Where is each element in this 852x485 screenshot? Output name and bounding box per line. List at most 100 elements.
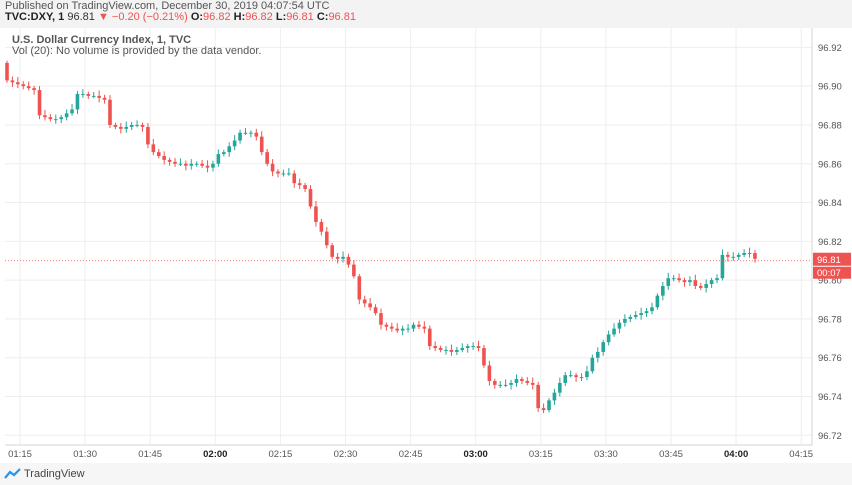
legend-title: U.S. Dollar Currency Index, 1, TVC	[12, 34, 192, 46]
y-tick-label: 96.74	[818, 392, 842, 403]
candle-body	[644, 311, 649, 314]
candle	[709, 277, 714, 288]
candle-body	[335, 256, 340, 259]
candle	[21, 81, 26, 90]
y-tick-label: 96.82	[818, 237, 842, 248]
candle	[259, 131, 264, 156]
candle-body	[503, 384, 508, 386]
candle-body	[736, 254, 741, 257]
candle	[97, 90, 101, 103]
candle-body	[720, 254, 725, 279]
candle-body	[48, 117, 53, 120]
candle-body	[319, 221, 324, 232]
candle-body	[346, 256, 351, 265]
chart-grid	[5, 28, 812, 445]
candle	[48, 114, 53, 122]
candle	[357, 273, 362, 305]
footer: TradingView	[0, 463, 852, 485]
candle-body	[558, 382, 562, 393]
candle	[704, 279, 708, 293]
candle-body	[530, 382, 535, 385]
quote-line: TVC:DXY, 1 96.81 ▼ −0.20 (−0.21%) O:96.8…	[5, 11, 356, 23]
candle	[677, 273, 681, 283]
close-label: C:	[316, 11, 329, 23]
candle-body	[184, 163, 188, 166]
candle	[129, 121, 134, 131]
candle-body	[704, 284, 708, 288]
symbol-label: TVC:DXY, 1	[5, 11, 65, 23]
candle	[698, 282, 703, 291]
close-value: 96.81	[328, 11, 356, 23]
top-bar: Published on TradingView.com, December 3…	[0, 0, 852, 28]
candle	[639, 307, 643, 320]
candle	[173, 157, 177, 167]
candle-body	[579, 377, 584, 379]
x-tick-label: 02:45	[399, 449, 423, 460]
candle	[59, 114, 63, 124]
chart-axes: 96.72 96.74 96.76 96.78 96.80 96.82 96.84 96.86…	[5, 28, 851, 460]
candle-body	[384, 324, 389, 327]
candle	[16, 76, 20, 89]
candle	[102, 94, 107, 104]
candle-body	[265, 152, 269, 164]
candle	[427, 325, 432, 350]
high-label: H:	[233, 11, 246, 23]
candle	[666, 272, 671, 290]
candle-body	[742, 252, 746, 255]
candle	[254, 128, 259, 141]
candle-body	[698, 285, 703, 288]
candle	[43, 109, 47, 121]
candle-body	[189, 163, 194, 166]
candle-body	[731, 256, 736, 258]
candle-body	[471, 346, 475, 348]
candle	[493, 378, 497, 389]
candle-body	[482, 348, 486, 366]
down-arrow-icon: ▼	[97, 11, 109, 23]
candle	[32, 85, 36, 95]
candle-body	[287, 173, 291, 175]
candle-body	[617, 322, 622, 329]
last-price-tag	[813, 252, 851, 266]
candle-body	[352, 264, 356, 277]
candle-body	[677, 278, 681, 281]
candle	[617, 319, 622, 334]
candle-body	[146, 126, 150, 145]
candle-body	[156, 152, 161, 157]
candle	[444, 346, 448, 355]
candle-body	[26, 86, 31, 89]
candle-body	[666, 278, 671, 286]
candle	[595, 347, 600, 363]
candle	[406, 323, 410, 333]
candle	[200, 159, 204, 169]
candle	[308, 185, 313, 209]
candle-body	[238, 132, 242, 141]
candle-body	[43, 115, 47, 118]
candle	[536, 381, 540, 413]
candle-body	[75, 93, 80, 110]
candle	[346, 253, 351, 268]
price-chart[interactable]: 96.72 96.74 96.76 96.78 96.80 96.82 96.84 96.86…	[0, 0, 852, 463]
y-tick-label: 96.78	[818, 314, 842, 325]
candle-body	[53, 119, 58, 121]
candle-body	[37, 90, 42, 116]
candle	[362, 295, 367, 308]
last-price-label: 96.81	[817, 255, 841, 266]
candle	[563, 372, 568, 387]
countdown-tag	[813, 266, 851, 279]
x-tick-label: 02:00	[203, 449, 227, 460]
candle	[509, 379, 513, 390]
x-tick-label: 04:00	[724, 449, 748, 460]
candle-body	[574, 375, 578, 378]
candle	[514, 374, 519, 387]
candle-body	[552, 392, 557, 401]
candle	[281, 169, 286, 177]
candle-body	[671, 278, 676, 280]
candle-body	[86, 93, 91, 96]
candle-body	[753, 252, 757, 259]
candle	[373, 304, 378, 316]
candle	[238, 129, 242, 144]
candle-body	[270, 163, 275, 172]
candle-body	[70, 109, 74, 114]
candle	[64, 109, 69, 121]
candle-body	[81, 93, 85, 95]
